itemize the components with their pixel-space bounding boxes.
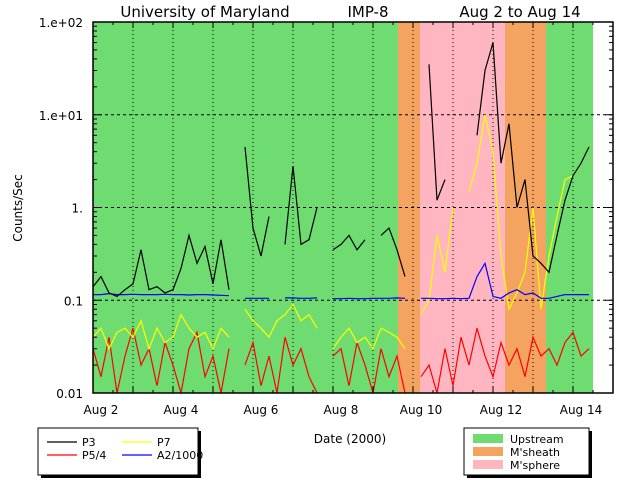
legend-label: A2/1000 [157,449,203,462]
legend-box [37,427,199,476]
x-tick-label: Aug 2 [84,403,119,417]
tick-labels: Aug 2 Aug 4 Aug 6 Aug 8 Aug 10 Aug 12 Aug 14 1.… [39,16,602,417]
legend-region-swatch [473,447,503,456]
legend-region-label: M'sphere [510,459,560,472]
y-tick-label: 0.1 [64,294,83,308]
series-p7-line [92,313,230,351]
y-axis-label: Counts/Sec [11,174,25,242]
y-tick-label: 1.e+02 [39,16,83,30]
x-tick-label: Aug 8 [324,403,359,417]
series-p5-4-line [332,340,406,394]
series-p3-line [476,42,590,274]
title-spacecraft: IMP-8 [347,3,388,21]
legend-region-swatch [473,460,503,469]
region-msphere [420,22,505,393]
x-tick-label: Aug 12 [480,403,523,417]
series-p7-line [332,327,406,350]
x-tick-label: Aug 6 [244,403,279,417]
x-tick-label: Aug 14 [560,403,603,417]
y-tick-label: 1.e+01 [39,109,83,123]
series-a2-1000-line [333,297,406,300]
title-institution: University of Maryland [120,3,289,21]
series-p5-4-line [92,328,230,394]
legend-label: P3 [82,436,96,449]
series-p3-line [380,227,406,277]
legend-region-swatch [473,434,503,443]
legend-region-label: M'sheath [510,446,560,459]
series-p7-line [420,207,454,315]
title-date-range: Aug 2 to Aug 14 [459,3,580,21]
series-legend: P3 P7 P5/4 A2/1000 [37,427,203,478]
series-p7-line [468,114,590,312]
series-p3-line [332,234,366,251]
series-lines [92,42,590,394]
legend-label: P5/4 [82,449,106,462]
gridlines [93,22,613,393]
series-p5-4-line [420,328,590,394]
series-p3-line [92,233,230,298]
series-p3-line [284,165,318,246]
region-msheath [398,22,420,393]
legend-label: P7 [157,436,171,449]
axis-ticks [92,21,614,394]
series-p3-line [244,146,270,257]
series-a2-1000-line [93,292,230,297]
x-tick-label: Aug 4 [164,403,199,417]
series-p3-line [428,64,446,201]
legend-region-label: Upstream [510,433,564,446]
x-tick-label: Aug 10 [400,403,443,417]
y-tick-label: 1. [72,202,83,216]
x-axis-label: Date (2000) [314,432,386,446]
series-a2-1000-line [421,261,589,300]
y-tick-label: 0.01 [56,387,83,401]
series-p7-line [244,303,318,339]
series-p5-4-line [244,337,318,394]
